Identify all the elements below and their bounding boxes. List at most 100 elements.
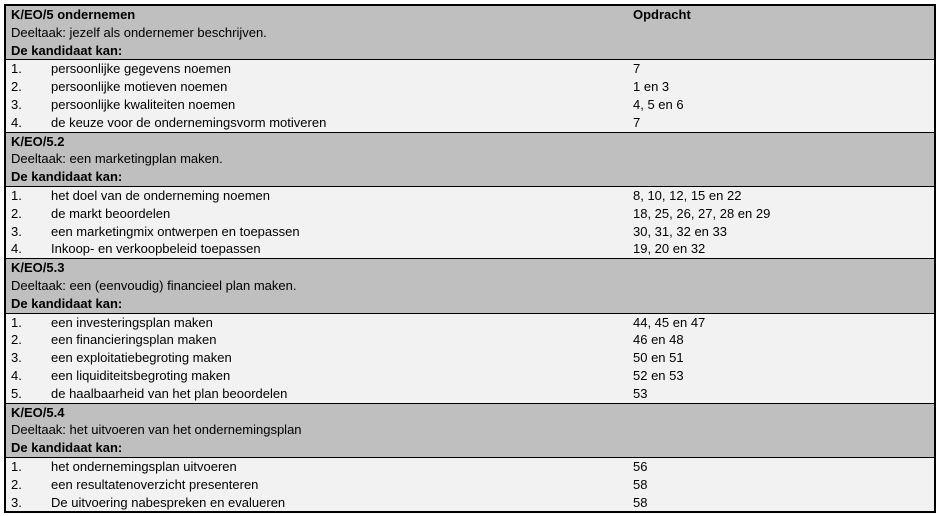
table-row: 3. een marketingmix ontwerpen en toepasse…: [6, 223, 934, 241]
curriculum-table: K/EO/5 ondernemen Opdracht Deeltaak: jez…: [4, 4, 936, 514]
item-number: 4.: [11, 367, 22, 383]
section-keo5-3: K/EO/5.3 Deeltaak: een (eenvoudig) finan…: [6, 259, 934, 404]
section-keo5: K/EO/5 ondernemen Opdracht Deeltaak: jez…: [6, 6, 934, 133]
item-number: 2.: [11, 79, 22, 95]
item-number: 2.: [11, 205, 22, 221]
table-row: 5. de haalbaarheid van het plan beoordele…: [6, 385, 934, 403]
item-number: 4.: [11, 114, 22, 130]
item-number: 3.: [11, 96, 22, 112]
item-text: een resultatenoverzicht presenteren: [51, 476, 259, 492]
section-header: K/EO/5.3 Deeltaak: een (eenvoudig) finan…: [6, 259, 934, 314]
kandidaat-label: De kandidaat kan:: [11, 440, 123, 456]
item-number: 2.: [11, 332, 22, 348]
section-items: 1. het doel van de onderneming noemen 8, …: [6, 186, 934, 260]
deeltaak-text: Deeltaak: jezelf als ondernemer beschrij…: [11, 24, 267, 40]
item-opdracht: 7: [633, 61, 641, 77]
section-title: K/EO/5.4: [11, 404, 65, 420]
item-opdracht: 1 en 3: [633, 79, 670, 95]
section-title-row: K/EO/5.2: [6, 133, 934, 151]
item-opdracht: 58: [633, 476, 648, 492]
kandidaat-row: De kandidaat kan:: [6, 42, 934, 60]
kandidaat-label: De kandidaat kan:: [11, 295, 123, 311]
item-text: Inkoop- en verkoopbeleid toepassen: [51, 241, 261, 257]
item-number: 3.: [11, 223, 22, 239]
item-text: persoonlijke kwaliteiten noemen: [51, 96, 236, 112]
table-row: 4. de keuze voor de ondernemingsvorm moti…: [6, 114, 934, 132]
section-title: K/EO/5 ondernemen: [11, 7, 136, 22]
item-text: de markt beoordelen: [51, 205, 171, 221]
item-opdracht: 50 en 51: [633, 350, 684, 366]
item-number: 2.: [11, 476, 22, 492]
item-number: 4.: [11, 241, 22, 257]
item-number: 5.: [11, 385, 22, 401]
section-keo5-2: K/EO/5.2 Deeltaak: een marketingplan mak…: [6, 132, 934, 260]
item-number: 3.: [11, 350, 22, 366]
item-opdracht: 56: [633, 458, 648, 474]
item-opdracht: 53: [633, 385, 648, 401]
opdracht-column-header: Opdracht: [633, 7, 691, 22]
section-items: 1. persoonlijke gegevens noemen 7 2. perso…: [6, 60, 934, 133]
section-items: 1. een investeringsplan maken 44, 45 en 4…: [6, 313, 934, 404]
section-title-row: K/EO/5.3: [6, 259, 934, 277]
item-number: 3.: [11, 494, 22, 510]
deeltaak-text: Deeltaak: het uitvoeren van het ondernem…: [11, 422, 302, 438]
table-row: 1. persoonlijke gegevens noemen 7: [6, 60, 934, 78]
deeltaak-text: Deeltaak: een (eenvoudig) financieel pla…: [11, 277, 297, 293]
section-title-row: K/EO/5 ondernemen Opdracht: [6, 6, 934, 24]
item-opdracht: 58: [633, 494, 648, 510]
kandidaat-label: De kandidaat kan:: [11, 169, 123, 185]
table-row: 2. de markt beoordelen 18, 25, 26, 27, 28…: [6, 205, 934, 223]
item-text: persoonlijke motieven noemen: [51, 79, 228, 95]
section-title: K/EO/5.3: [11, 260, 65, 276]
item-number: 1.: [11, 458, 22, 474]
kandidaat-row: De kandidaat kan:: [6, 295, 934, 313]
section-header: K/EO/5.2 Deeltaak: een marketingplan mak…: [6, 132, 934, 187]
item-text: een exploitatiebegroting maken: [51, 350, 232, 366]
item-opdracht: 30, 31, 32 en 33: [633, 223, 727, 239]
item-number: 1.: [11, 61, 22, 77]
item-text: de keuze voor de ondernemingsvorm motive…: [51, 114, 327, 130]
section-items: 1. het ondernemingsplan uitvoeren 56 2. ee…: [6, 457, 934, 512]
item-number: 1.: [11, 314, 22, 330]
item-number: 1.: [11, 187, 22, 203]
item-text: een financieringsplan maken: [51, 332, 217, 348]
item-text: het doel van de onderneming noemen: [51, 187, 270, 203]
item-text: persoonlijke gegevens noemen: [51, 61, 231, 77]
item-opdracht: 7: [633, 114, 641, 130]
table-row: 2. een financieringsplan maken 46 en 48: [6, 331, 934, 349]
item-text: een marketingmix ontwerpen en toepassen: [51, 223, 300, 239]
item-text: De uitvoering nabespreken en evalueren: [51, 494, 286, 510]
deeltaak-row: Deeltaak: het uitvoeren van het ondernem…: [6, 421, 934, 439]
item-opdracht: 8, 10, 12, 15 en 22: [633, 187, 742, 203]
item-opdracht: 4, 5 en 6: [633, 96, 684, 112]
deeltaak-row: Deeltaak: een marketingplan maken.: [6, 150, 934, 168]
item-text: de haalbaarheid van het plan beoordelen: [51, 385, 288, 401]
table-row: 1. het doel van de onderneming noemen 8, …: [6, 187, 934, 205]
table-row: 3. een exploitatiebegroting maken 50 en 5…: [6, 349, 934, 367]
item-opdracht: 44, 45 en 47: [633, 314, 706, 330]
section-title-row: K/EO/5.4: [6, 404, 934, 422]
kandidaat-label: De kandidaat kan:: [11, 42, 123, 58]
table-row: 3. persoonlijke kwaliteiten noemen 4, 5 e…: [6, 96, 934, 114]
item-opdracht: 52 en 53: [633, 367, 684, 383]
item-text: een investeringsplan maken: [51, 314, 213, 330]
item-text: een liquiditeitsbegroting maken: [51, 367, 231, 383]
table-row: 2. persoonlijke motieven noemen 1 en 3: [6, 78, 934, 96]
table-row: 2. een resultatenoverzicht presenteren 58: [6, 476, 934, 494]
item-text: het ondernemingsplan uitvoeren: [51, 458, 237, 474]
item-opdracht: 46 en 48: [633, 332, 684, 348]
section-header: K/EO/5.4 Deeltaak: het uitvoeren van het…: [6, 403, 934, 458]
section-keo5-4: K/EO/5.4 Deeltaak: het uitvoeren van het…: [6, 403, 934, 512]
deeltaak-row: Deeltaak: jezelf als ondernemer beschrij…: [6, 24, 934, 42]
kandidaat-row: De kandidaat kan:: [6, 168, 934, 186]
table-row: 1. het ondernemingsplan uitvoeren 56: [6, 458, 934, 476]
section-header: K/EO/5 ondernemen Opdracht Deeltaak: jez…: [6, 6, 934, 61]
table-row: 3. De uitvoering nabespreken en evalueren…: [6, 494, 934, 512]
table-row: 1. een investeringsplan maken 44, 45 en 4…: [6, 314, 934, 332]
table-row: 4. Inkoop- en verkoopbeleid toepassen 19,…: [6, 240, 934, 258]
deeltaak-text: Deeltaak: een marketingplan maken.: [11, 151, 223, 167]
deeltaak-row: Deeltaak: een (eenvoudig) financieel pla…: [6, 277, 934, 295]
item-opdracht: 19, 20 en 32: [633, 241, 706, 257]
section-title: K/EO/5.2: [11, 133, 65, 149]
table-row: 4. een liquiditeitsbegroting maken 52 en …: [6, 367, 934, 385]
